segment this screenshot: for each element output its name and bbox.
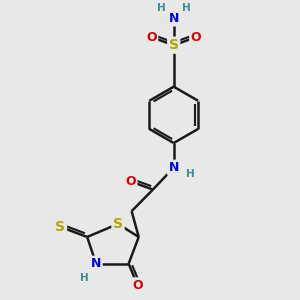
Text: N: N	[169, 161, 179, 174]
Text: H: H	[157, 3, 166, 13]
Text: O: O	[125, 175, 136, 188]
Text: H: H	[182, 3, 190, 13]
Text: O: O	[146, 31, 157, 44]
Text: S: S	[113, 217, 123, 231]
Text: S: S	[56, 220, 65, 234]
Text: H: H	[186, 169, 194, 179]
Text: O: O	[190, 31, 201, 44]
Text: O: O	[132, 279, 143, 292]
Text: H: H	[80, 274, 88, 284]
Text: S: S	[169, 38, 179, 52]
Text: N: N	[91, 257, 101, 270]
Text: N: N	[169, 12, 179, 25]
